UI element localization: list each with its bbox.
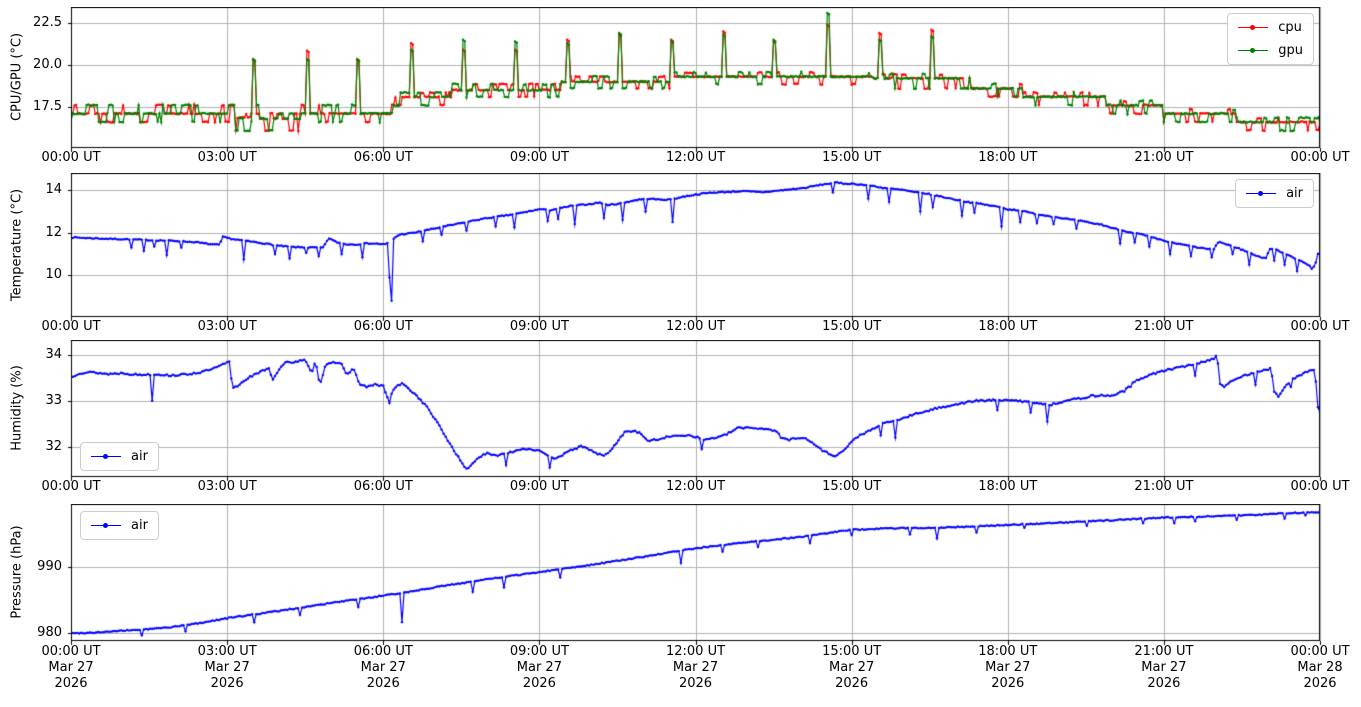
humidity-xtick-label: 00:00 UT xyxy=(41,479,101,494)
pressure-xtick-label: 21:00 UT Mar 27 2026 xyxy=(1134,644,1194,691)
humidity-xtick-label: 03:00 UT xyxy=(197,479,257,494)
humidity-plot xyxy=(65,340,1326,484)
cpu-gpu-legend: cpu gpu xyxy=(1227,13,1314,65)
legend-marker-icon xyxy=(1250,24,1256,30)
temperature-ytick-label: 14 xyxy=(45,182,62,198)
humidity-xtick-label: 15:00 UT xyxy=(822,479,882,494)
pressure-xtick-label: 00:00 UT Mar 28 2026 xyxy=(1290,644,1350,691)
cpu-gpu-xtick-label: 06:00 UT xyxy=(353,150,413,165)
humidity-legend: air xyxy=(80,442,159,471)
pressure-plot xyxy=(65,504,1326,648)
temperature-plot xyxy=(65,173,1326,324)
cpu-gpu-xtick-label: 18:00 UT xyxy=(978,150,1038,165)
cpu-gpu-xtick-label: 00:00 UT xyxy=(41,150,101,165)
legend-line-icon xyxy=(91,522,121,528)
humidity-ytick-label: 32 xyxy=(45,438,62,454)
humidity-ytick-label: 33 xyxy=(45,392,62,408)
cpu-gpu-ytick-label: 22.5 xyxy=(33,14,62,30)
humidity-xtick-label: 06:00 UT xyxy=(353,479,413,494)
legend-line-icon xyxy=(1238,24,1269,30)
pressure-xtick-label: 18:00 UT Mar 27 2026 xyxy=(978,644,1038,691)
legend-entry-air: air xyxy=(91,517,148,534)
legend-label: cpu xyxy=(1278,20,1302,35)
temperature-ytick-label: 12 xyxy=(45,224,62,240)
legend-label: gpu xyxy=(1278,43,1303,58)
pressure-ytick-label: 990 xyxy=(37,558,62,574)
legend-marker-icon xyxy=(1250,47,1256,53)
temperature-xtick-label: 09:00 UT xyxy=(509,319,569,334)
pressure-xtick-label: 06:00 UT Mar 27 2026 xyxy=(353,644,413,691)
temperature-xtick-label: 15:00 UT xyxy=(822,319,882,334)
legend-entry-gpu: gpu xyxy=(1238,42,1303,59)
cpu-gpu-xtick-label: 15:00 UT xyxy=(822,150,882,165)
temperature-xtick-label: 00:00 UT xyxy=(1290,319,1350,334)
pressure-xtick-label: 00:00 UT Mar 27 2026 xyxy=(41,644,101,691)
legend-label: air xyxy=(131,449,148,464)
legend-line-icon xyxy=(91,453,121,459)
cpu-gpu-xtick-label: 00:00 UT xyxy=(1290,150,1350,165)
humidity-xtick-label: 09:00 UT xyxy=(509,479,569,494)
legend-entry-cpu: cpu xyxy=(1238,19,1303,36)
legend-label: air xyxy=(131,518,148,533)
pressure-xtick-label: 03:00 UT Mar 27 2026 xyxy=(197,644,257,691)
humidity-xtick-label: 21:00 UT xyxy=(1134,479,1194,494)
humidity-xtick-label: 18:00 UT xyxy=(978,479,1038,494)
temperature-xtick-label: 18:00 UT xyxy=(978,319,1038,334)
pressure-xtick-label: 09:00 UT Mar 27 2026 xyxy=(509,644,569,691)
temperature-xtick-label: 21:00 UT xyxy=(1134,319,1194,334)
pressure-xtick-label: 15:00 UT Mar 27 2026 xyxy=(822,644,882,691)
pressure-xtick-label: 12:00 UT Mar 27 2026 xyxy=(665,644,726,691)
temperature-xtick-label: 06:00 UT xyxy=(353,319,413,334)
humidity-xtick-label: 00:00 UT xyxy=(1290,479,1350,494)
legend-marker-icon xyxy=(103,522,108,528)
cpu-gpu-xtick-label: 12:00 UT xyxy=(665,150,726,165)
cpu-gpu-ytick-label: 17.5 xyxy=(33,98,62,114)
legend-line-icon xyxy=(1238,47,1269,53)
legend-marker-icon xyxy=(1258,190,1264,196)
temperature-xtick-label: 03:00 UT xyxy=(197,319,257,334)
legend-entry-air: air xyxy=(91,448,148,465)
legend-marker-icon xyxy=(103,453,108,459)
legend-label: air xyxy=(1286,186,1303,201)
cpu-gpu-plot xyxy=(65,7,1326,155)
temperature-legend: air xyxy=(1235,179,1314,208)
temperature-xtick-label: 12:00 UT xyxy=(665,319,726,334)
cpu-gpu-xtick-label: 09:00 UT xyxy=(509,150,569,165)
legend-line-icon xyxy=(1246,190,1277,196)
pressure-legend: air xyxy=(80,511,159,540)
temperature-xtick-label: 00:00 UT xyxy=(41,319,101,334)
cpu-gpu-ytick-label: 20.0 xyxy=(33,56,62,72)
temperature-axis-label: Temperature (°C) xyxy=(9,188,25,302)
cpu-gpu-xtick-label: 21:00 UT xyxy=(1134,150,1194,165)
legend-entry-air: air xyxy=(1246,185,1303,202)
humidity-xtick-label: 12:00 UT xyxy=(665,479,726,494)
temperature-ytick-label: 10 xyxy=(45,267,62,283)
humidity-ytick-label: 34 xyxy=(45,346,62,362)
cpu-gpu-xtick-label: 03:00 UT xyxy=(197,150,257,165)
pressure-ytick-label: 980 xyxy=(37,624,62,640)
